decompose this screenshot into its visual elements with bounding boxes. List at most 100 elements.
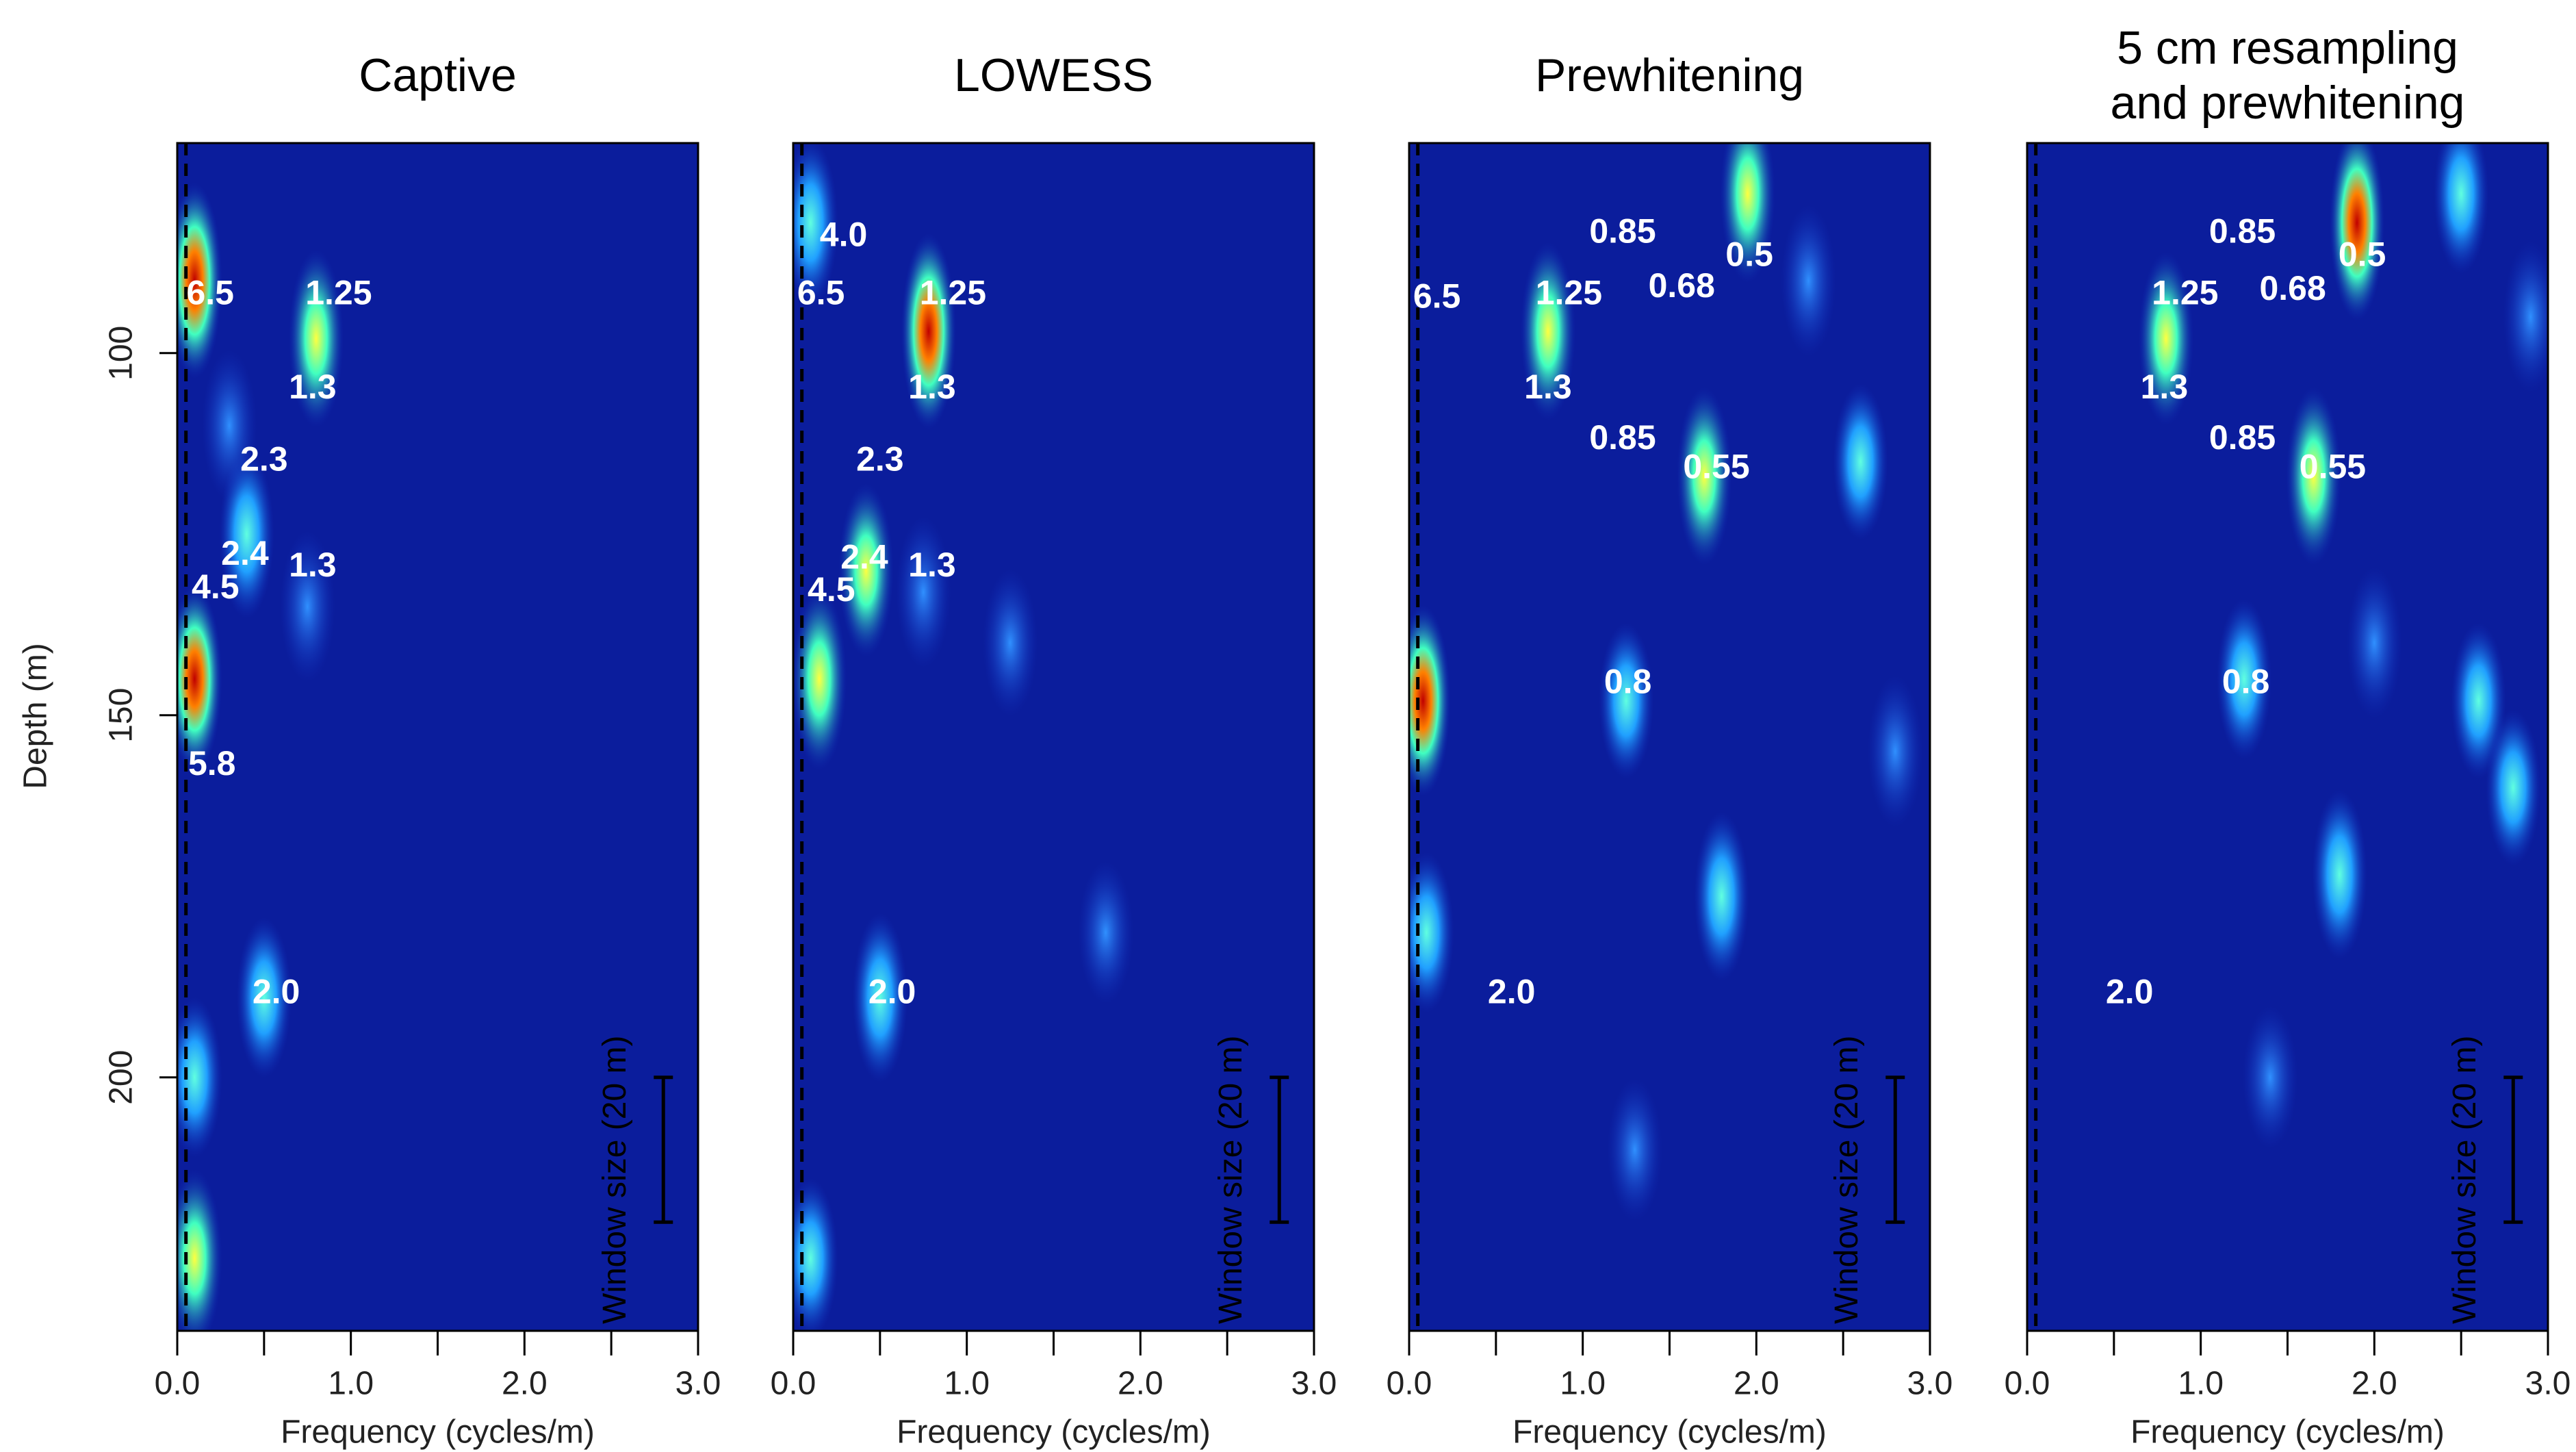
y-tick-label: 100 [103,326,140,381]
peak-label: 4.5 [808,570,855,609]
heatmap-peak [177,183,222,379]
x-tick-label: 3.0 [675,1366,721,1402]
heatmap-peak [2286,387,2341,565]
peak-label: 2.0 [1488,972,1536,1010]
peak-label: 1.3 [1524,368,1572,406]
peak-label: 1.25 [305,273,372,311]
x-tick-label: 0.0 [1387,1366,1432,1402]
peak-label: 0.85 [2209,212,2276,250]
heatmap-peak [2486,709,2541,866]
peak-label: 0.8 [1604,662,1652,700]
peak-label: 1.3 [289,368,337,406]
peak-label: 2.3 [856,440,904,479]
window-label: Window size (20 m) [1829,1036,1865,1324]
peak-label: 0.55 [1683,447,1749,485]
heatmap-peak [793,587,847,771]
y-tick-label: 150 [103,688,140,743]
peak-label: 0.68 [1649,266,1715,305]
peak-label: 0.68 [2259,269,2326,307]
peak-label: 0.8 [2222,662,2270,700]
x-tick-label: 2.0 [502,1366,548,1402]
peak-label: 0.5 [2339,235,2386,273]
heatmap-layer [1409,143,1923,1221]
window-label: Window size (20 m) [1213,1036,1249,1324]
peak-label: 1.3 [289,546,337,584]
heatmap-peak [2329,143,2384,321]
peak-label: 2.4 [840,538,888,576]
heatmap-peak [1694,811,1749,981]
plot-background [177,143,698,1331]
x-tick-label: 3.0 [1291,1366,1337,1402]
peak-label: 2.3 [240,440,288,479]
heatmap-peak [2503,241,2548,393]
heatmap-peak [177,1169,222,1331]
x-tick-label: 2.0 [1734,1366,1779,1402]
panel-title: 5 cm resampling and prewhitening [2110,22,2465,129]
heatmap-peak [236,917,292,1078]
peak-label: 6.5 [1413,277,1461,316]
peak-label: 2.0 [868,972,916,1010]
peak-label: 2.0 [253,972,300,1010]
peak-label: 0.85 [2209,418,2276,457]
peak-label: 1.3 [908,368,956,406]
heatmap-peak [793,1178,838,1331]
x-tick-label: 0.0 [2005,1366,2050,1402]
heatmap-peak [177,997,222,1158]
y-axis-label: Depth (m) [18,643,54,789]
x-axis-label: Frequency (cycles/m) [281,1414,595,1451]
heatmap-peak [1409,852,1454,1013]
peak-label: 1.25 [1536,273,1602,311]
heatmap-peak [177,585,222,773]
x-tick-label: 0.0 [155,1366,201,1402]
heatmap-peak [1409,604,1451,797]
heatmap-peak [1607,1078,1662,1221]
y-tick-label: 200 [103,1050,140,1105]
heatmap-peak [280,531,335,683]
heatmap-peak [2217,598,2272,759]
heatmap-peak [852,913,907,1082]
peak-label: 0.85 [1589,418,1656,457]
x-axis-label: Frequency (cycles/m) [897,1414,1211,1451]
heatmap-peak [2138,251,2193,426]
peak-label: 1.3 [2141,368,2189,406]
x-tick-label: 2.0 [2352,1366,2397,1402]
peak-label: 2.4 [221,534,269,572]
heatmap-peak [2312,790,2367,960]
heatmap-peak [1720,143,1775,283]
heatmap-peak [288,249,344,428]
x-tick-label: 0.0 [771,1366,816,1402]
peak-label: 1.25 [2152,273,2218,311]
heatmap-peak [983,569,1038,717]
window-label: Window size (20 m) [2447,1036,2483,1324]
panel-title: Prewhitening [1534,49,1805,101]
heatmap-peak [1078,861,1133,1004]
peak-label: 6.5 [186,273,234,311]
plot-background [793,143,1314,1331]
peak-label: 4.0 [820,216,868,254]
heatmap-peak [202,350,257,502]
x-tick-label: 1.0 [2178,1366,2224,1402]
panel-title: Captive [359,49,517,101]
heatmap-peak [1833,383,1888,540]
heatmap-peak [1520,242,1575,421]
heatmap-layer [2138,143,2548,1149]
x-axis-label: Frequency (cycles/m) [2130,1414,2445,1451]
peak-label: 1.25 [920,273,986,311]
panel-title: LOWESS [954,49,1153,101]
x-tick-label: 3.0 [2525,1366,2571,1402]
heatmap-peak [2347,567,2402,719]
heatmap-peak [1868,676,1923,828]
heatmap-peak [896,516,951,668]
heatmap-peak [1677,387,1732,565]
heatmap-peak [1599,622,1654,779]
peak-label: 0.55 [2300,447,2366,485]
x-tick-label: 1.0 [328,1366,374,1402]
plot-background [1409,143,1930,1331]
x-tick-label: 2.0 [1118,1366,1163,1402]
heatmap-peak [2434,143,2489,275]
x-tick-label: 3.0 [1907,1366,1953,1402]
peak-label: 2.0 [2106,972,2154,1010]
heatmap-peak [838,483,894,657]
